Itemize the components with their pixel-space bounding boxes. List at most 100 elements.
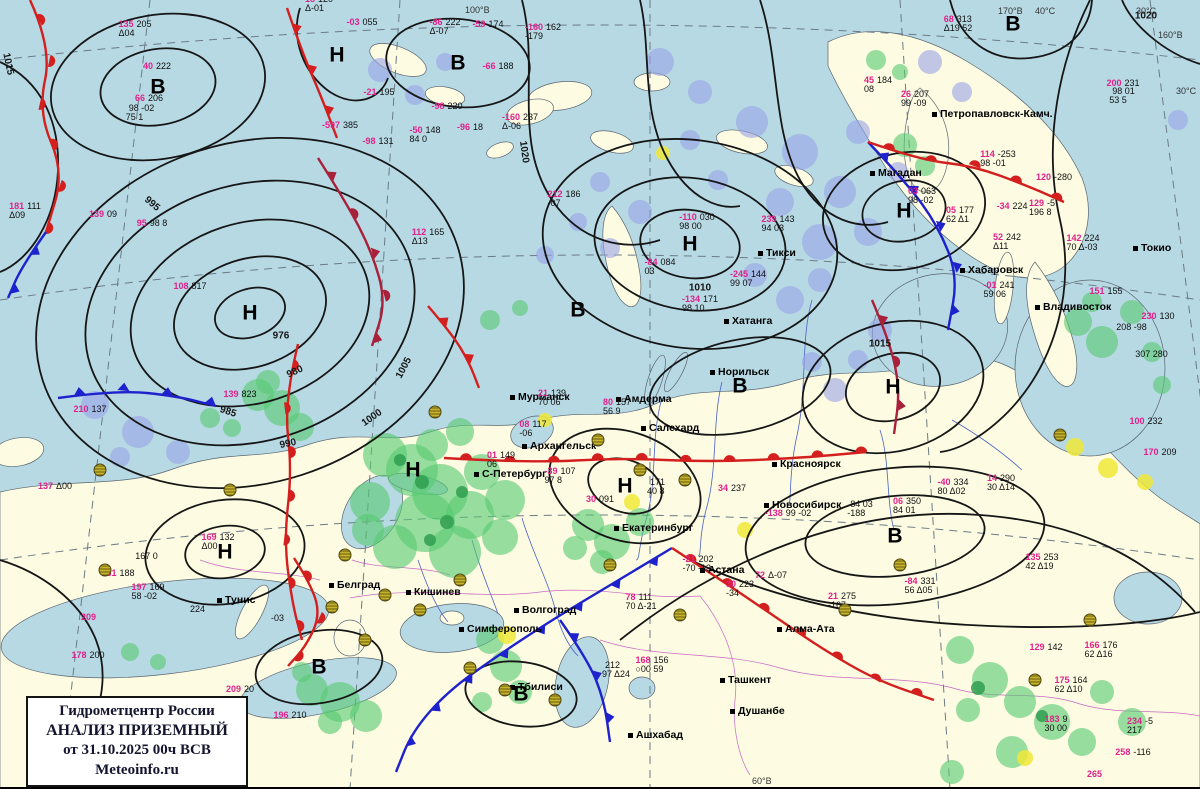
weather-station-plot: 120 -280 — [1036, 173, 1072, 182]
isobar-value-label: 976 — [272, 330, 290, 342]
station-temperature-value: 100 — [1129, 416, 1145, 427]
station-temperature-value: 209 — [225, 684, 242, 695]
city-label: Мурманск — [510, 391, 570, 403]
station-temperature-value: -50 — [409, 125, 423, 136]
station-temperature-value: -84 — [904, 576, 918, 587]
fog-station-symbol — [591, 433, 605, 447]
city-dot-marker — [730, 708, 735, 714]
station-temperature-value: 183 — [1044, 714, 1060, 725]
precip-area — [256, 370, 280, 394]
precip-area — [971, 681, 985, 695]
city-dot-marker — [720, 677, 725, 683]
weather-station-plot: 181 111 Δ09 — [9, 202, 41, 220]
warm-front-line — [287, 557, 319, 667]
station-temperature-value: 210 — [73, 404, 89, 415]
precip-area — [563, 536, 587, 560]
station-pressure-value: 09 — [107, 209, 118, 220]
weather-station-plot: -66 188 — [482, 62, 513, 71]
station-temperature-value: 68 — [943, 14, 954, 25]
station-extra-values: 56 Δ05 — [904, 585, 933, 596]
warm-front-semicircle-symbol — [45, 222, 54, 234]
cold-front-triangle-symbol — [647, 556, 659, 567]
station-temperature-value: -597 — [321, 120, 340, 131]
city-name-text: Токио — [1141, 242, 1172, 254]
station-pressure-value: -5 — [1145, 716, 1154, 727]
station-extra-values: -167 — [827, 600, 846, 611]
precip-area — [646, 48, 674, 76]
station-pressure-value: 817 — [191, 281, 207, 292]
weather-station-plot: 137 Δ00 — [38, 482, 72, 491]
weather-station-plot: 01 149 06 — [487, 451, 515, 469]
warm-front-semicircle-symbol — [349, 208, 359, 220]
cold-front-triangle-symbol — [326, 171, 337, 182]
station-pressure-value: 207 — [913, 89, 930, 100]
precip-area — [776, 286, 804, 314]
city-label: Белград — [329, 579, 380, 591]
precip-area — [429, 526, 481, 578]
station-extra-values: -06 — [519, 428, 533, 439]
city-dot-marker — [459, 626, 464, 632]
station-pressure-value: 176 — [1102, 640, 1118, 651]
precip-area — [476, 626, 504, 654]
station-pressure-value: 208 -98 — [1116, 322, 1147, 333]
city-name-text: Архангельск — [530, 440, 597, 452]
station-pressure-value: 334 — [953, 477, 969, 488]
precip-area — [1004, 686, 1036, 718]
city-label: Новосибирск — [764, 499, 841, 511]
city-name-text: Тикси — [766, 247, 796, 259]
cold-front-triangle-symbol — [610, 578, 621, 589]
warm-front-semicircle-symbol — [831, 651, 843, 661]
city-name-text: Амдерма — [624, 393, 672, 405]
low-pressure-center-letter: Н — [885, 375, 901, 399]
station-pressure-value: 202 — [698, 554, 714, 565]
occluded-front-line — [316, 157, 384, 347]
isobar-value-label: 1020 — [1134, 10, 1158, 22]
fog-station-symbol — [1083, 613, 1097, 627]
high-pressure-center-letter: В — [732, 374, 748, 398]
station-temperature-value: -138 — [764, 508, 783, 519]
weather-station-plot: -134 171 98 10 — [682, 295, 718, 313]
warm-front-semicircle-symbol — [503, 455, 516, 463]
station-temperature-value: -98 — [431, 101, 445, 112]
cold-front-triangle-symbol — [897, 399, 906, 412]
precip-area — [81, 391, 109, 419]
weather-station-plot: -50 148 84 0 — [409, 126, 440, 144]
isobar-value-label: 1015 — [0, 51, 16, 77]
station-temperature-value: 142 — [1066, 233, 1082, 244]
weather-station-plot: 166 176 62 Δ16 — [1084, 641, 1117, 659]
latlon-grid-label: 30°С — [1176, 86, 1197, 96]
station-pressure-value: 107 — [560, 466, 576, 477]
latlon-grid-label: 30°С — [1136, 6, 1157, 16]
isobar-lines — [0, 0, 1200, 741]
station-pressure-value: 224 — [1084, 233, 1100, 244]
weather-station-plot: 196 210 — [273, 711, 306, 720]
precip-area — [624, 494, 640, 510]
isobar-value-label: 1000 — [359, 407, 385, 429]
station-extra-values: 42 Δ19 — [1025, 561, 1054, 572]
station-pressure-value: 117 — [532, 419, 547, 430]
cold-front-triangle-symbol — [161, 387, 174, 396]
low-pressure-center-letter: Н — [617, 474, 633, 498]
weather-station-plot: 170 209 — [1143, 448, 1176, 457]
station-pressure-value: -03 — [270, 613, 285, 624]
station-temperature-value: 52 — [992, 232, 1003, 243]
station-temperature-value: 66 — [134, 93, 145, 104]
weather-station-plot: 208 -98 — [1113, 323, 1147, 332]
station-temperature-value: 129 — [1028, 198, 1045, 209]
station-extra-values: 70 Δ-03 — [1066, 242, 1098, 253]
station-pressure-value: 350 — [905, 496, 922, 507]
low-pressure-center-letter: Н — [682, 232, 698, 256]
precip-area — [743, 263, 767, 287]
city-dot-marker — [217, 597, 222, 603]
city-name-text: Хатанга — [732, 315, 773, 327]
city-dot-marker — [614, 525, 619, 531]
station-temperature-value: 06 — [892, 496, 903, 507]
precip-area — [626, 508, 654, 536]
precip-area — [350, 482, 390, 522]
station-extra-values: 06 — [486, 459, 497, 470]
precip-area — [166, 440, 190, 464]
city-dot-marker — [522, 443, 527, 449]
city-dot-marker — [960, 267, 965, 273]
station-extra-values: Δ13 — [411, 236, 428, 247]
